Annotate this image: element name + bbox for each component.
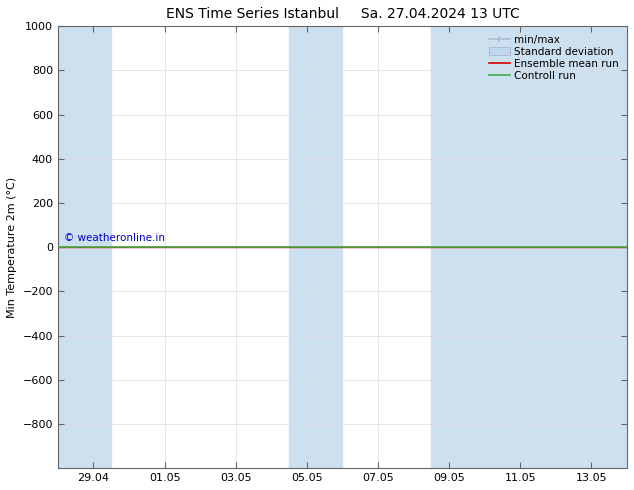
Y-axis label: Min Temperature 2m (°C): Min Temperature 2m (°C)	[7, 177, 17, 318]
Bar	[289, 26, 342, 468]
Bar	[58, 26, 111, 468]
Bar	[431, 26, 627, 468]
Text: © weatheronline.in: © weatheronline.in	[63, 233, 165, 243]
Legend: min/max, Standard deviation, Ensemble mean run, Controll run: min/max, Standard deviation, Ensemble me…	[486, 31, 622, 84]
Title: ENS Time Series Istanbul     Sa. 27.04.2024 13 UTC: ENS Time Series Istanbul Sa. 27.04.2024 …	[165, 7, 519, 21]
